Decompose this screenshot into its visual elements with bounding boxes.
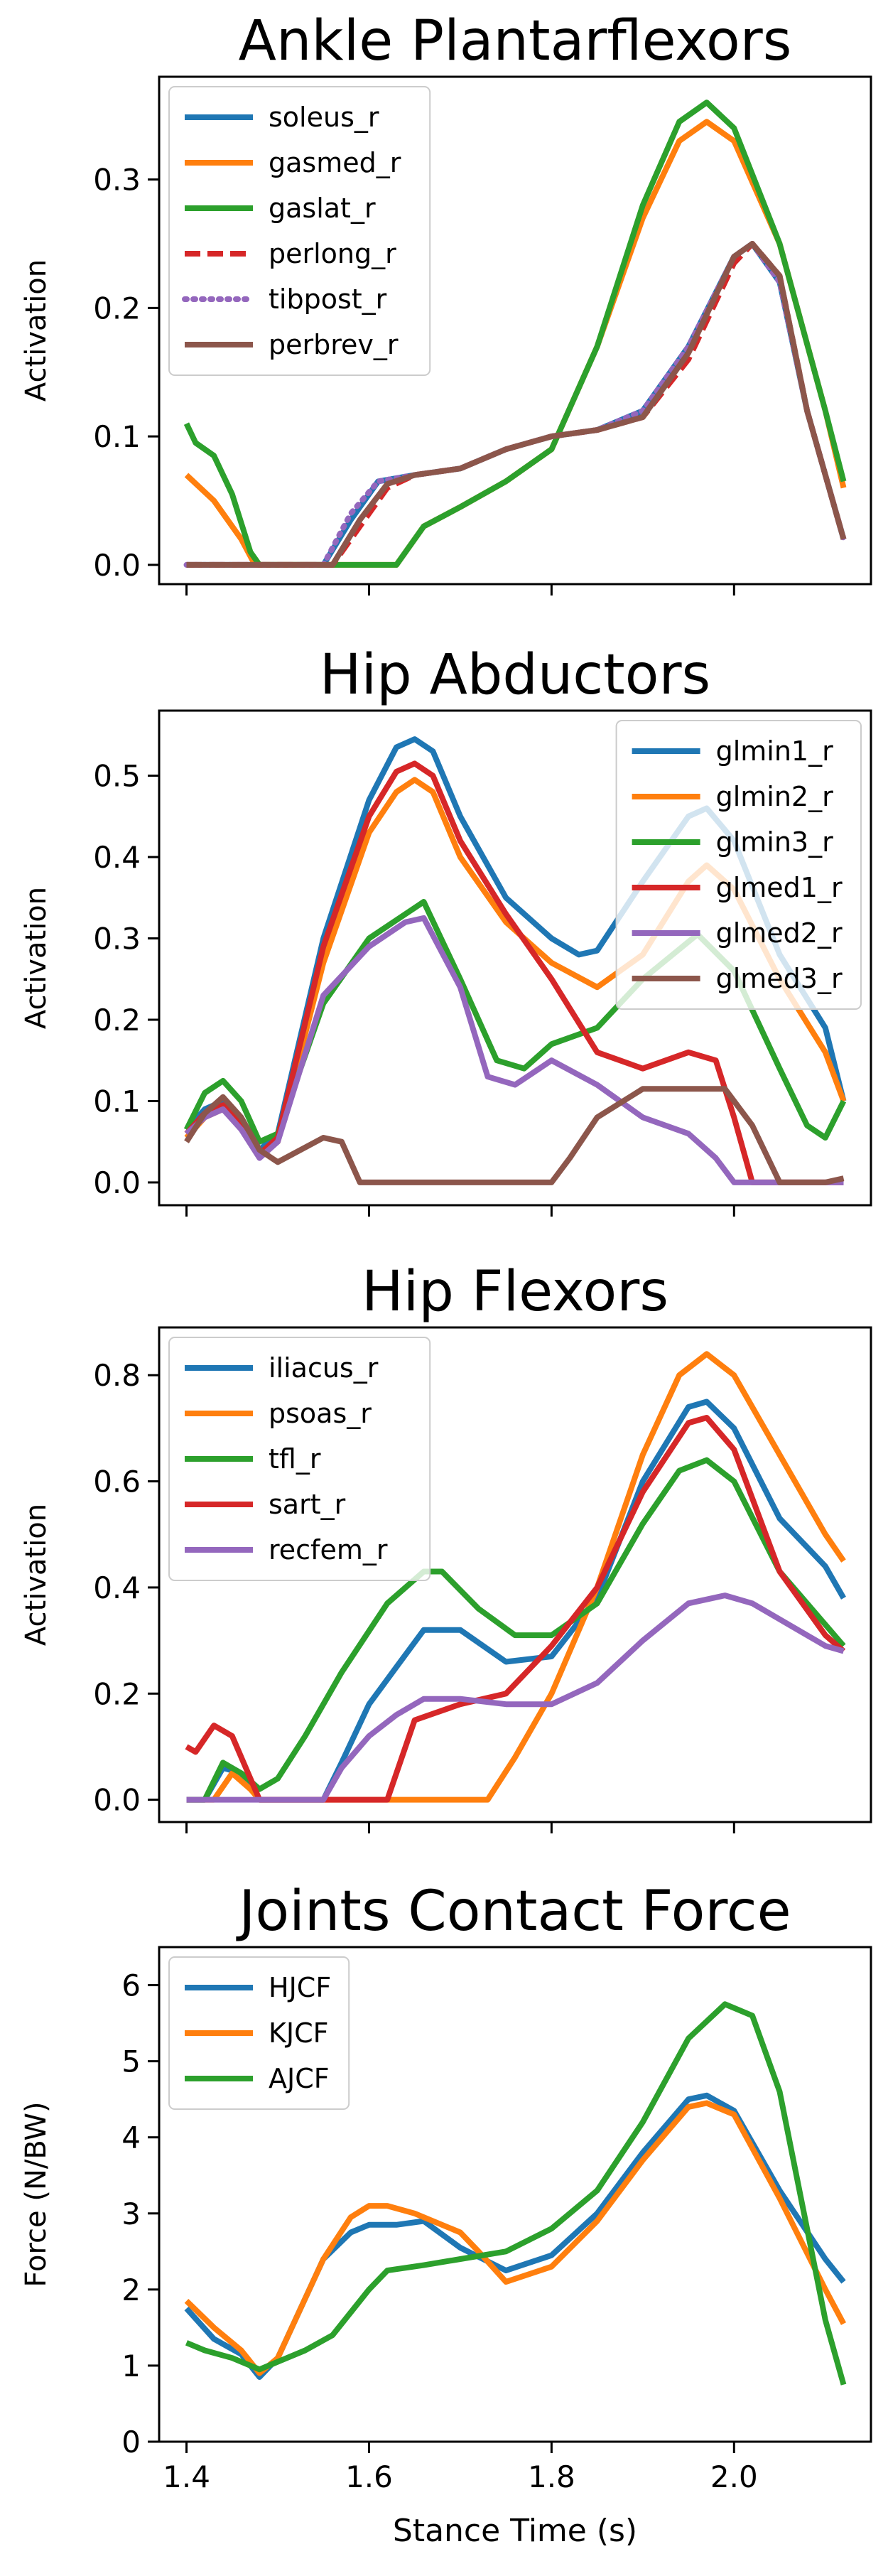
y-tick-label: 0.2 — [93, 291, 141, 325]
panel-2: Hip Abductors Activation 0.0 0.1 0.2 0.3 0.4 0.… — [20, 643, 872, 1217]
series-group — [185, 1351, 846, 1803]
legend-box — [168, 1337, 431, 1581]
x-tick-label: 1.4 — [163, 2459, 210, 2494]
legend-label-glmed1-r: glmed1_r — [716, 872, 843, 903]
legend-label-KJCF: KJCF — [269, 2017, 329, 2049]
legend-label-AJCF: AJCF — [269, 2063, 330, 2094]
y-tick-label: 0.5 — [93, 759, 141, 794]
series-line-gaslat-r — [183, 99, 847, 568]
chart-title: Ankle Plantarflexors — [239, 9, 792, 73]
series-line-AJCF — [185, 2001, 847, 2386]
legend-box — [168, 86, 431, 376]
y-tick-label: 0.4 — [93, 1570, 141, 1605]
y-tick-label: 0.1 — [93, 1084, 141, 1119]
series-line-recfem-r — [186, 1593, 845, 1803]
legend-label-perlong-r: perlong_r — [269, 238, 396, 269]
legend: glmin1_r glmin2_r glmin3_r glmed1_r glmed2_r… — [615, 720, 862, 1010]
legend-label-tibpost-r: tibpost_r — [269, 284, 387, 315]
y-tick-label: 0.3 — [93, 163, 141, 198]
legend-label-glmin2-r: glmin2_r — [716, 781, 834, 812]
legend-box — [168, 1956, 350, 2110]
chart-title: Hip Flexors — [362, 1260, 668, 1324]
y-axis-label: Activation — [20, 259, 53, 402]
y-tick-label: 0.2 — [93, 1003, 141, 1038]
series-line-glmed3-r — [184, 1086, 845, 1185]
y-tick-label: 0 — [121, 2425, 141, 2459]
panel-1: Ankle Plantarflexors Activation 0.0 0.1 0.2 0… — [20, 9, 872, 596]
y-tick-label: 6 — [121, 1968, 141, 2003]
y-tick-label: 0.3 — [93, 922, 141, 956]
legend-label-glmin1-r: glmin1_r — [716, 735, 834, 767]
y-tick-label: 1 — [121, 2349, 141, 2383]
series-line-psoas-r — [186, 1351, 846, 1803]
legend-label-recfem-r: recfem_r — [269, 1534, 388, 1565]
legend-label-tfl-r: tfl_r — [269, 1443, 321, 1475]
legend: iliacus_r psoas_r tfl_r sart_r recfem_r — [168, 1337, 431, 1581]
legend-label-gasmed-r: gasmed_r — [269, 147, 401, 178]
legend-label-psoas-r: psoas_r — [269, 1398, 372, 1429]
plot-frame — [158, 75, 872, 586]
series-line-glmed2-r — [184, 915, 844, 1185]
chart-title: Joints Contact Force — [235, 1880, 791, 1944]
legend-label-sart-r: sart_r — [269, 1489, 346, 1520]
y-tick-label: 0.4 — [93, 840, 141, 875]
plot-frame — [158, 709, 872, 1207]
series-group — [184, 2001, 847, 2386]
y-tick-label: 5 — [121, 2044, 141, 2079]
y-axis-label: Activation — [20, 887, 53, 1029]
legend-label-iliacus-r: iliacus_r — [269, 1352, 379, 1384]
legend-label-HJCF: HJCF — [269, 1972, 331, 2003]
y-tick-label: 0.2 — [93, 1676, 141, 1711]
legend-label-glmin3-r: glmin3_r — [716, 826, 834, 858]
x-axis-label: Stance Time (s) — [393, 2513, 637, 2549]
series-line-KJCF — [184, 2100, 847, 2376]
plot-frame — [158, 1946, 872, 2443]
legend-label-perbrev-r: perbrev_r — [269, 329, 399, 360]
legend-box — [615, 720, 862, 1010]
panel-4: Joints Contact Force Force (N/BW) 0 1 2 3 4 5 6 1… — [20, 1880, 872, 2549]
legend-label-glmed3-r: glmed3_r — [716, 963, 843, 994]
legend: soleus_r gasmed_r gaslat_r perlong_rtibpost… — [168, 86, 431, 376]
y-tick-label: 0.0 — [93, 1165, 141, 1200]
plot-frame — [158, 1326, 872, 1823]
y-tick-label: 2 — [121, 2273, 141, 2307]
y-tick-label: 0.8 — [93, 1358, 141, 1393]
y-axis-label: Activation — [20, 1504, 53, 1646]
y-tick-label: 0.6 — [93, 1465, 141, 1499]
series-line-glmin3-r — [183, 899, 847, 1145]
y-tick-label: 4 — [121, 2120, 141, 2155]
legend: HJCF KJCF AJCF — [168, 1956, 350, 2110]
legend-label-gaslat-r: gaslat_r — [269, 193, 376, 224]
y-tick-label: 0.0 — [93, 1783, 141, 1818]
legend-label-soleus-r: soleus_r — [269, 102, 379, 133]
legend-label-glmed2-r: glmed2_r — [716, 917, 843, 949]
series-group — [183, 736, 847, 1185]
panel-3: Hip Flexors Activation 0.0 0.2 0.4 0.6 0.8 ilia… — [20, 1260, 872, 1833]
chart-title: Hip Abductors — [320, 643, 710, 707]
series-line-sart-r — [185, 1415, 846, 1803]
y-axis-label: Force (N/BW) — [20, 2101, 53, 2287]
x-tick-label: 1.6 — [345, 2459, 393, 2494]
x-tick-label: 1.8 — [528, 2459, 575, 2494]
series-group — [183, 99, 847, 568]
y-tick-label: 3 — [121, 2197, 141, 2231]
x-tick-label: 2.0 — [710, 2459, 758, 2494]
series-line-perbrev-r — [186, 241, 847, 568]
y-tick-label: 0.1 — [93, 419, 141, 454]
y-tick-label: 0.0 — [93, 548, 141, 583]
